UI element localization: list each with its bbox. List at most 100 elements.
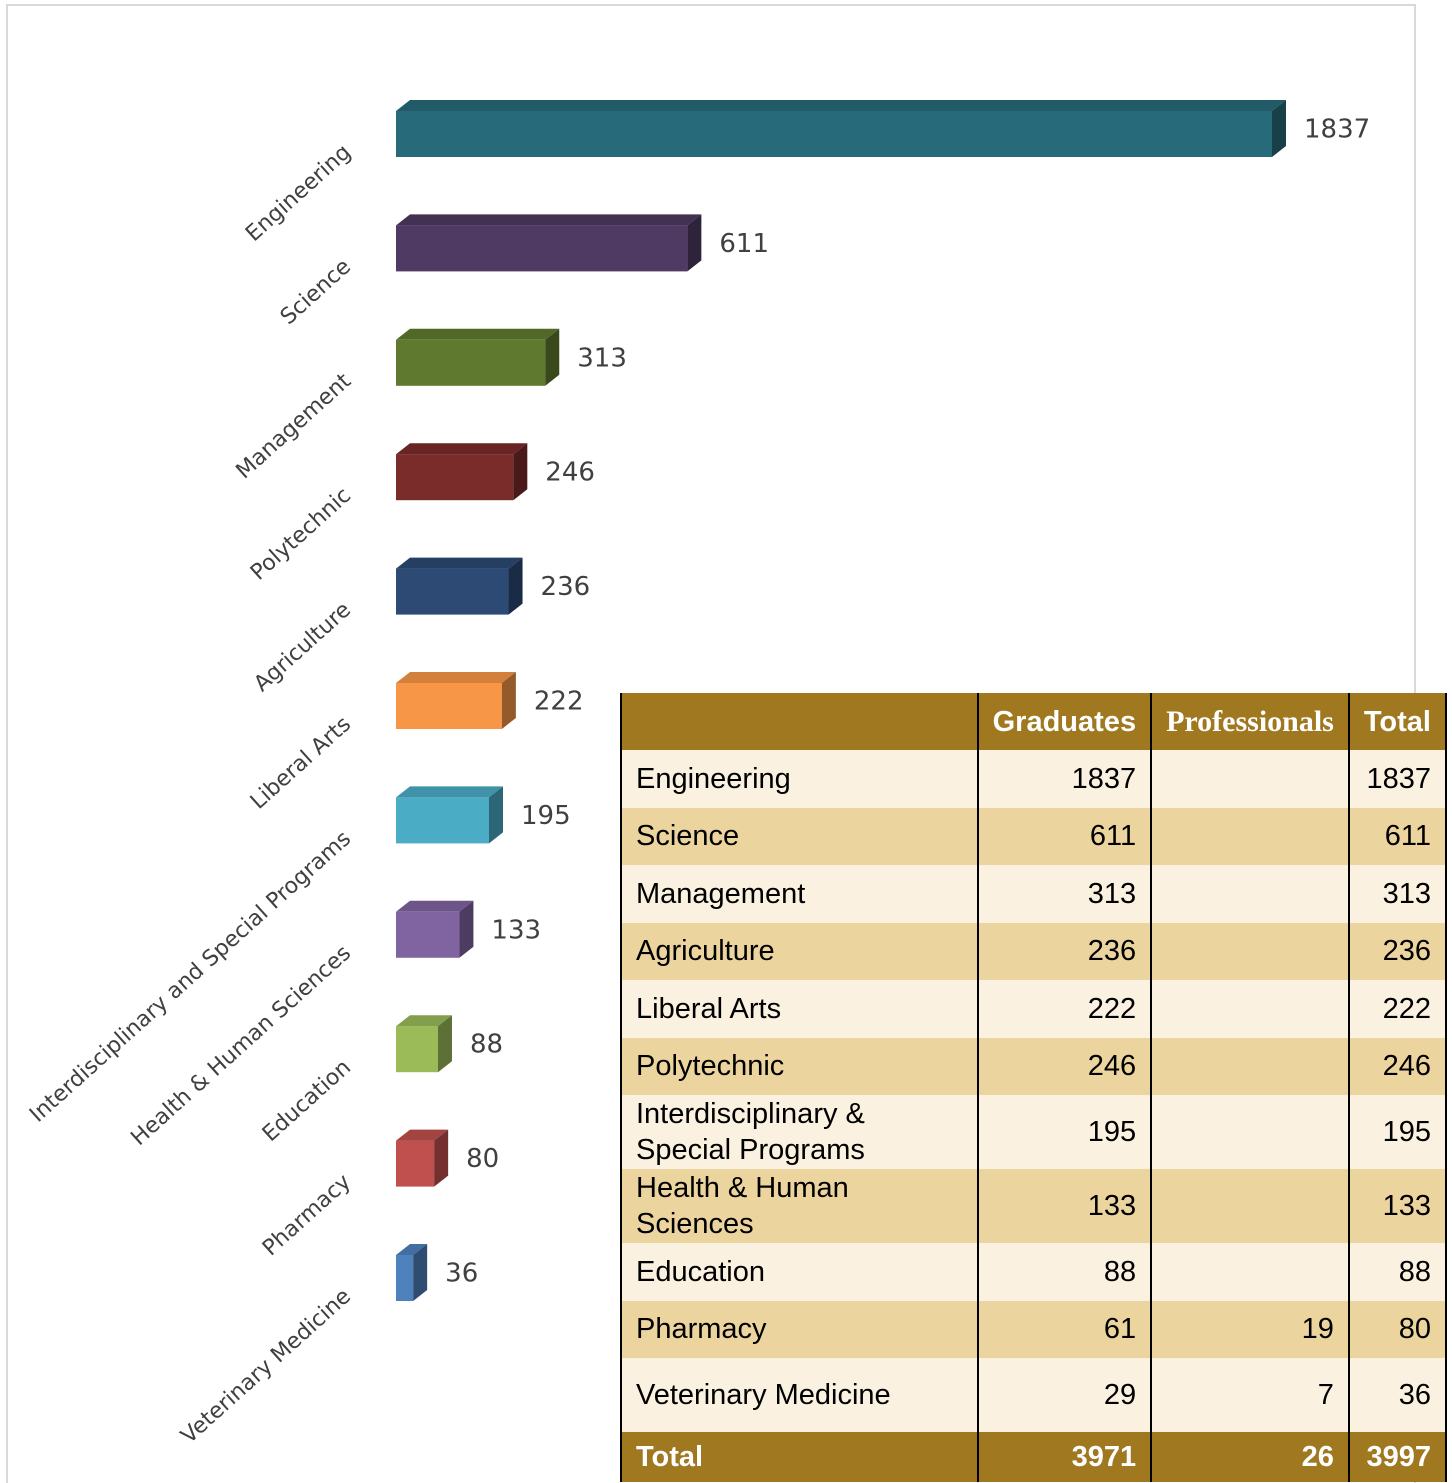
value-label: 133 — [491, 915, 541, 945]
bar — [396, 1015, 452, 1073]
column-header: Graduates — [976, 693, 1153, 750]
cell — [1150, 1243, 1350, 1301]
cell: 1837 — [976, 750, 1153, 808]
bar-side — [413, 1244, 428, 1301]
bar-side — [488, 786, 503, 844]
cell: 26 — [1150, 1432, 1350, 1482]
table-row: Management 313 313 — [620, 865, 1448, 923]
table-row: Engineering 1837 1837 — [620, 750, 1448, 808]
bar — [396, 328, 560, 386]
row-label: Management — [620, 865, 979, 923]
bar — [396, 786, 503, 844]
value-label: 36 — [445, 1259, 478, 1289]
cell: 19 — [1150, 1300, 1350, 1358]
cell: 7 — [1150, 1358, 1350, 1432]
bar-front — [396, 339, 546, 386]
row-label: Science — [620, 807, 979, 865]
bar — [396, 672, 516, 729]
bar-top — [396, 1244, 428, 1255]
bar-front — [396, 111, 1272, 157]
category-label: Pharmacy — [258, 1169, 356, 1261]
bar-front — [396, 568, 509, 615]
data-table: Graduates Professionals Total Engineering 18… — [620, 693, 1448, 1482]
value-label: 236 — [541, 572, 591, 602]
table-row: Health & Human Sciences 133 133 — [620, 1169, 1448, 1243]
row-label: Education — [620, 1243, 979, 1301]
bar-top — [396, 900, 474, 912]
cell: 61 — [976, 1300, 1153, 1358]
cell: 236 — [976, 922, 1153, 980]
bar — [396, 100, 1286, 157]
bar-side — [437, 1015, 452, 1073]
bar — [396, 443, 528, 501]
bar-front — [396, 1140, 435, 1187]
cell: 195 — [976, 1095, 1153, 1169]
row-label: Interdisciplinary & Special Programs — [620, 1095, 979, 1169]
cell — [1150, 1095, 1350, 1169]
cell — [1150, 922, 1350, 980]
cell: 88 — [976, 1243, 1153, 1301]
cell: 313 — [976, 865, 1153, 923]
bar-side — [1272, 100, 1286, 157]
column-header: Professionals — [1150, 693, 1350, 750]
category-label: Management — [232, 368, 357, 484]
cell — [1150, 865, 1350, 923]
cell: 195 — [1347, 1095, 1448, 1169]
value-label: 1837 — [1304, 115, 1370, 145]
cell: 3971 — [976, 1432, 1153, 1482]
cell: 611 — [1347, 807, 1448, 865]
bar-top — [396, 1129, 449, 1141]
row-label: Engineering — [620, 750, 979, 808]
table-row: Pharmacy 61 19 80 — [620, 1300, 1448, 1358]
category-label: Liberal Arts — [246, 712, 356, 815]
bar-side — [508, 557, 523, 615]
bar — [396, 214, 702, 272]
cell — [1150, 807, 1350, 865]
table-row: Polytechnic 246 246 — [620, 1037, 1448, 1095]
bar-front — [396, 1255, 414, 1301]
cell: 313 — [1347, 865, 1448, 923]
cell: 1837 — [1347, 750, 1448, 808]
row-label: Veterinary Medicine — [620, 1358, 979, 1432]
bar-side — [513, 443, 528, 501]
bar-side — [459, 900, 474, 958]
table-row: Education 88 88 — [620, 1243, 1448, 1301]
cell: 80 — [1347, 1300, 1448, 1358]
row-label: Liberal Arts — [620, 980, 979, 1038]
bar-front — [396, 225, 688, 272]
bar-side — [434, 1129, 449, 1187]
table-row: Veterinary Medicine 29 7 36 — [620, 1358, 1448, 1432]
bar — [396, 557, 523, 615]
row-label: Pharmacy — [620, 1300, 979, 1358]
table-row: Liberal Arts 222 222 — [620, 980, 1448, 1038]
bar-side — [687, 214, 702, 272]
value-label: 611 — [719, 229, 769, 259]
category-label: Polytechnic — [246, 483, 356, 586]
bar-side — [545, 328, 560, 386]
value-label: 80 — [466, 1144, 499, 1174]
category-label: Veterinary Medicine — [177, 1284, 356, 1449]
value-label: 195 — [521, 801, 571, 831]
bar — [396, 1129, 449, 1187]
bar — [396, 900, 474, 958]
value-label: 88 — [470, 1030, 503, 1060]
category-label: Health & Human Sciences — [126, 941, 356, 1151]
cell: 3997 — [1347, 1432, 1448, 1482]
category-label: Science — [276, 254, 356, 330]
cell: 236 — [1347, 922, 1448, 980]
cell: 246 — [976, 1037, 1153, 1095]
cell: 611 — [976, 807, 1153, 865]
cell: 133 — [976, 1169, 1153, 1243]
value-label: 313 — [577, 343, 627, 373]
column-header: Total — [1347, 693, 1448, 750]
category-label: Education — [258, 1055, 356, 1147]
cell: 246 — [1347, 1037, 1448, 1095]
row-label: Agriculture — [620, 922, 979, 980]
bar-top — [396, 443, 528, 455]
table-row: Total 3971 26 3997 — [620, 1432, 1448, 1482]
bar-top — [396, 786, 503, 798]
table-row: Interdisciplinary & Special Programs 195 1… — [620, 1095, 1448, 1169]
bar-front — [396, 797, 489, 844]
bar-front — [396, 911, 460, 958]
